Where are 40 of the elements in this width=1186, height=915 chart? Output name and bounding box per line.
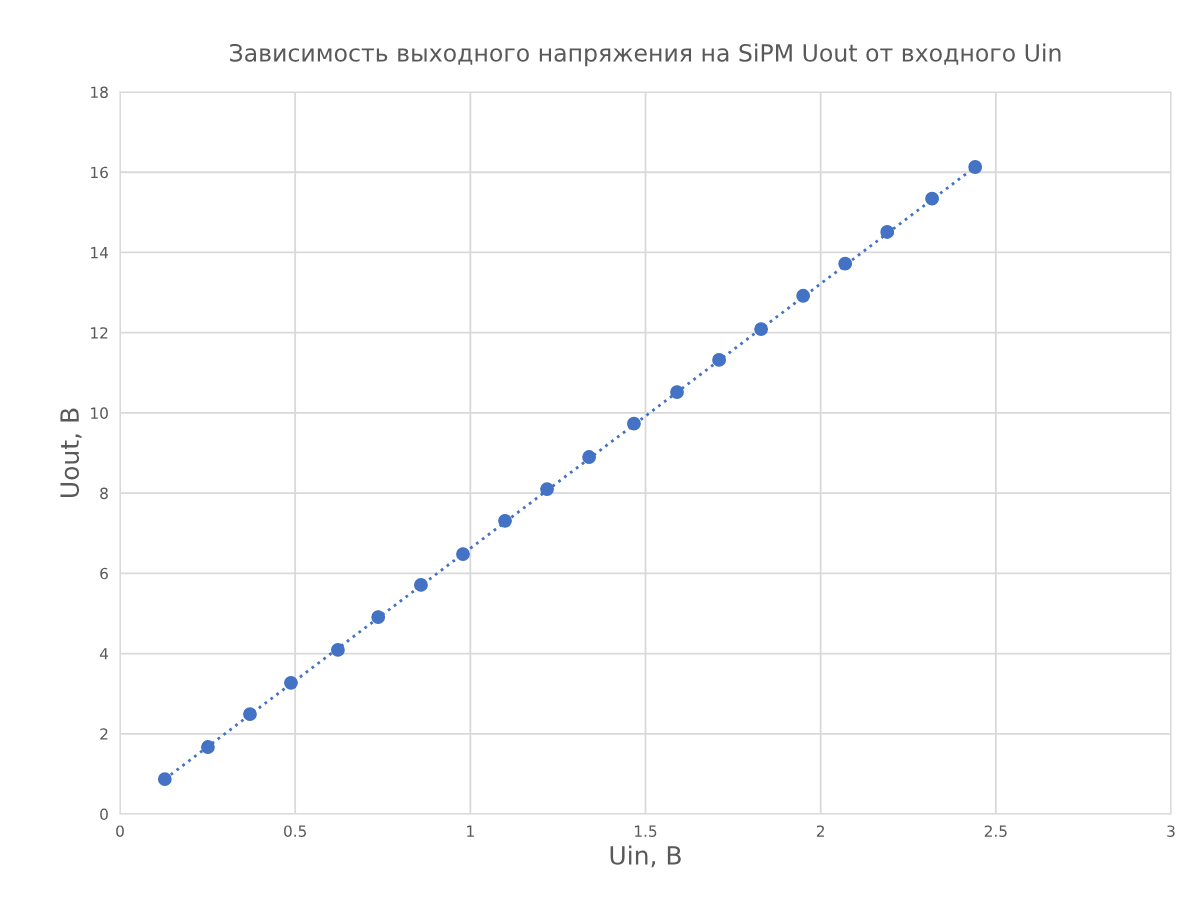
x-tick-label: 1: [467, 825, 474, 837]
point: [331, 643, 345, 657]
point: [796, 288, 811, 303]
point: [880, 225, 895, 239]
y-tick-label: 8: [100, 487, 108, 500]
y-tick-label: 2: [100, 728, 108, 740]
x-tick-label: 2: [816, 825, 824, 837]
chart-title: Зависимость выходного напряжения на SiPM Uout от входного Uin: [230, 43, 1061, 67]
x-tick-label: 0.5: [284, 825, 306, 837]
x-tick-label: 0: [116, 825, 124, 837]
y-axis-title: Uout, В: [60, 408, 82, 497]
y-tick-label: 18: [91, 86, 108, 99]
point: [925, 191, 939, 206]
y-tick-label: 0: [100, 808, 108, 821]
x-tick-label: 2.5: [984, 825, 1007, 837]
point: [540, 482, 554, 497]
y-tick-label: 4: [99, 648, 109, 660]
point: [754, 322, 769, 336]
point: [670, 385, 684, 399]
point: [627, 416, 641, 431]
x-axis-title: Uin, В: [610, 845, 681, 868]
point: [498, 513, 512, 528]
point: [582, 450, 597, 464]
point: [838, 256, 853, 271]
point: [712, 353, 726, 367]
point: [456, 547, 470, 561]
point: [414, 578, 428, 592]
x-tick-label: 1.5: [635, 825, 657, 837]
y-tick-label: 6: [100, 567, 108, 580]
point: [968, 160, 983, 174]
y-tick-label: 10: [91, 407, 108, 419]
y-tick-label: 12: [91, 327, 108, 339]
point: [157, 772, 172, 787]
y-tick-label: 14: [91, 247, 109, 259]
point: [284, 675, 298, 690]
point: [201, 740, 215, 754]
point: [243, 707, 257, 722]
y-tick-label: 16: [91, 166, 108, 179]
point: [371, 610, 386, 624]
x-tick-label: 3: [1167, 825, 1175, 837]
